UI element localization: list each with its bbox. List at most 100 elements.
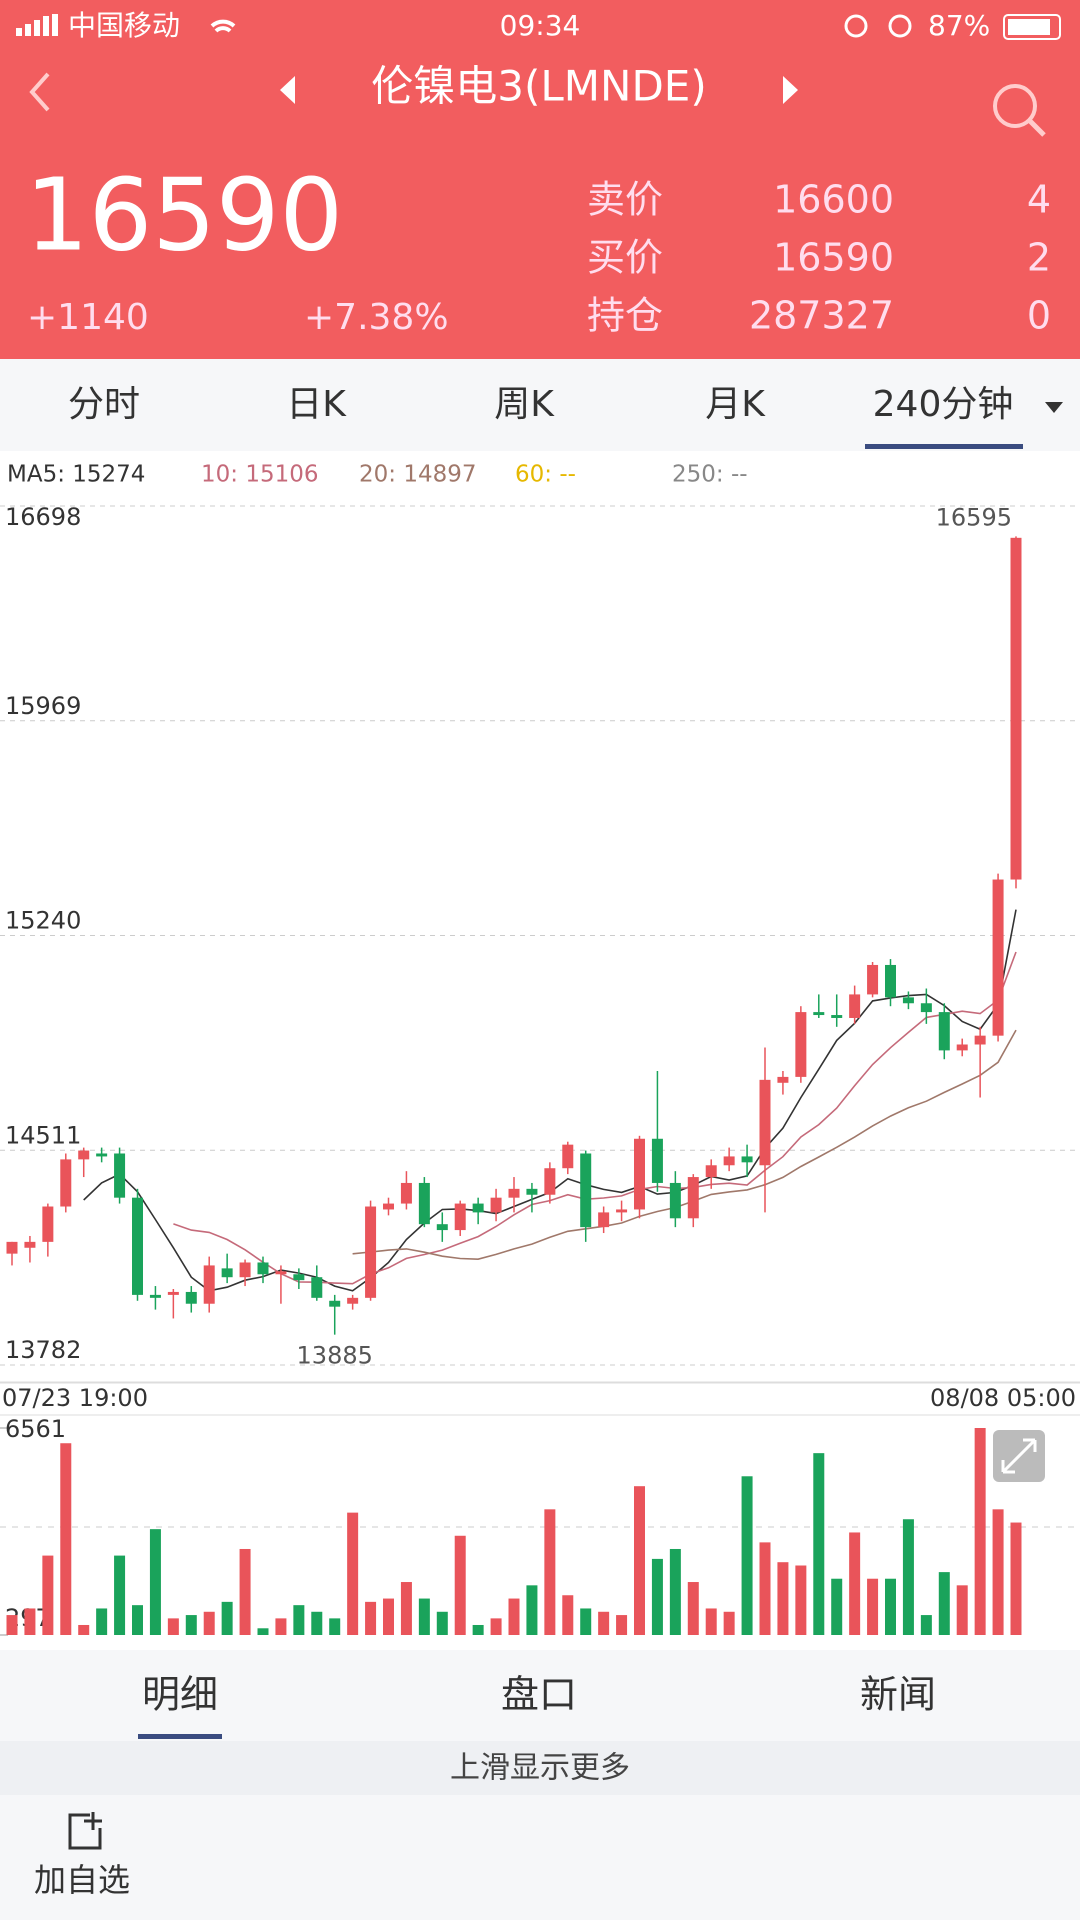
add-watchlist[interactable]: 加自选 bbox=[34, 1861, 130, 1899]
candle-body bbox=[185, 1291, 197, 1304]
candle-body bbox=[723, 1156, 735, 1166]
candle-body bbox=[293, 1274, 305, 1281]
candle-body bbox=[634, 1138, 645, 1210]
x-tick-label: 08/08 05:00 bbox=[930, 1384, 1076, 1412]
candle-body bbox=[24, 1241, 36, 1248]
candle-body bbox=[400, 1182, 412, 1204]
candle-body bbox=[490, 1197, 502, 1213]
volume-bar bbox=[508, 1598, 520, 1635]
bottom-tab[interactable]: 盘口 bbox=[501, 1673, 577, 1717]
candle-body bbox=[813, 1012, 825, 1016]
alarm-icon bbox=[888, 14, 912, 38]
volume-bar bbox=[400, 1582, 412, 1635]
candle-body bbox=[203, 1265, 215, 1304]
volume-bar bbox=[902, 1519, 914, 1635]
candle-body bbox=[885, 964, 896, 998]
volume-bar bbox=[418, 1598, 430, 1635]
volume-bar bbox=[544, 1509, 556, 1635]
volume-bar bbox=[777, 1562, 789, 1635]
bottom-tab[interactable]: 新闻 bbox=[860, 1673, 936, 1717]
bottom-tab-underline bbox=[138, 1734, 222, 1739]
volume-bar bbox=[6, 1615, 18, 1635]
candle-body bbox=[562, 1144, 574, 1169]
tab-underline bbox=[865, 444, 1023, 449]
volume-bar bbox=[257, 1628, 269, 1635]
volume-bar bbox=[580, 1608, 592, 1635]
expand-button[interactable] bbox=[993, 1430, 1045, 1482]
period-tab[interactable]: 月K bbox=[705, 384, 766, 425]
volume-bar bbox=[454, 1535, 466, 1635]
candle-body bbox=[831, 1015, 843, 1018]
period-tab[interactable]: 240分钟 bbox=[873, 384, 1014, 425]
volume-bar bbox=[705, 1608, 717, 1635]
bottom-tab-bar bbox=[0, 1650, 1080, 1741]
ma-legend: 10: 15106 bbox=[201, 462, 319, 488]
quote-label: 持仓 bbox=[587, 294, 663, 338]
candle-body bbox=[777, 1076, 789, 1083]
volume-bar bbox=[311, 1611, 323, 1635]
candle-body bbox=[938, 1012, 950, 1051]
volume-bar bbox=[96, 1608, 108, 1635]
volume-bar bbox=[436, 1611, 448, 1635]
ma10-line bbox=[173, 951, 1017, 1285]
candle-body bbox=[974, 1035, 986, 1045]
last-price: 16590 bbox=[25, 156, 343, 273]
volume-bar bbox=[1010, 1522, 1022, 1635]
candle-body bbox=[6, 1241, 18, 1254]
battery-pct: 87% bbox=[928, 9, 990, 42]
candle-body bbox=[956, 1044, 968, 1051]
volume-bar bbox=[383, 1598, 394, 1635]
candle-body bbox=[544, 1168, 556, 1195]
period-tab[interactable]: 周K bbox=[494, 384, 555, 425]
back-button[interactable] bbox=[29, 72, 50, 112]
volume-bar bbox=[616, 1615, 628, 1635]
quote-price: 16590 bbox=[773, 236, 894, 280]
volume-tick-label: 6561 bbox=[5, 1415, 66, 1443]
candle-body bbox=[867, 964, 879, 995]
volume-bar bbox=[114, 1555, 126, 1635]
volume-bar bbox=[221, 1601, 233, 1635]
volume-bar bbox=[275, 1618, 287, 1635]
add-icon[interactable] bbox=[68, 1812, 102, 1850]
candle-body bbox=[239, 1262, 251, 1278]
candle-body bbox=[598, 1212, 610, 1228]
clock: 09:34 bbox=[500, 9, 581, 42]
volume-bar bbox=[920, 1615, 932, 1635]
ma-legend: 20: 14897 bbox=[359, 462, 477, 488]
volume-bar bbox=[203, 1611, 215, 1635]
volume-bar bbox=[669, 1548, 681, 1635]
volume-bar bbox=[293, 1605, 305, 1635]
candle-body bbox=[508, 1188, 520, 1198]
volume-bar bbox=[634, 1486, 645, 1635]
volume-bar bbox=[956, 1585, 968, 1635]
volume-bar bbox=[78, 1624, 90, 1635]
battery-icon bbox=[1003, 14, 1061, 40]
volume-bar bbox=[60, 1443, 72, 1635]
more-bar bbox=[0, 1741, 1080, 1795]
volume-bar bbox=[687, 1582, 699, 1635]
period-tab[interactable]: 分时 bbox=[68, 384, 140, 425]
candle-body bbox=[616, 1209, 628, 1213]
change-pct: +7.38% bbox=[304, 297, 449, 338]
candle-body bbox=[651, 1138, 663, 1183]
candle-body bbox=[920, 1003, 932, 1013]
bottom-tab[interactable]: 明细 bbox=[142, 1673, 218, 1717]
candle-body bbox=[1010, 537, 1022, 880]
candle-body bbox=[347, 1297, 359, 1304]
search-button[interactable] bbox=[993, 84, 1046, 137]
quote-qty: 0 bbox=[1027, 294, 1051, 338]
volume-bar bbox=[974, 1428, 986, 1635]
period-tab[interactable]: 日K bbox=[286, 384, 347, 425]
volume-bar bbox=[813, 1453, 825, 1635]
lock-icon bbox=[844, 14, 868, 38]
volume-bar bbox=[759, 1542, 771, 1635]
tab-dropdown[interactable] bbox=[1045, 402, 1063, 413]
ma-legend: 250: -- bbox=[672, 462, 748, 488]
y-tick-label: 14511 bbox=[5, 1121, 81, 1149]
quote-label: 卖价 bbox=[587, 178, 663, 222]
next-button[interactable] bbox=[783, 76, 798, 104]
candle-body bbox=[526, 1188, 538, 1195]
prev-button[interactable] bbox=[280, 76, 295, 104]
